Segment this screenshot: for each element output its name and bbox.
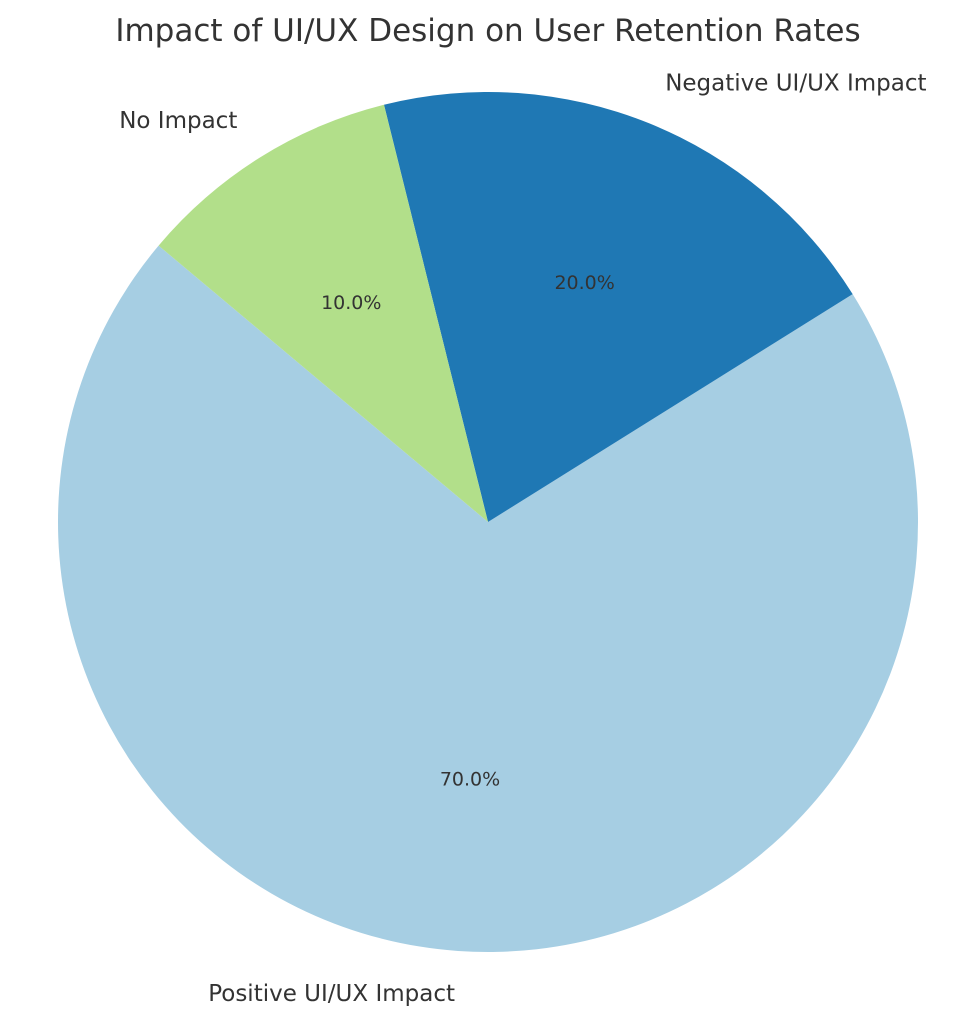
slice-label-positive-ui-ux-impact: Positive UI/UX Impact <box>208 981 455 1007</box>
chart-title: Impact of UI/UX Design on User Retention… <box>115 13 860 49</box>
pct-label-negative-ui-ux-impact: 20.0% <box>554 272 614 294</box>
slice-label-negative-ui-ux-impact: Negative UI/UX Impact <box>665 70 926 96</box>
pie-slices <box>58 91 919 952</box>
pct-label-positive-ui-ux-impact: 70.0% <box>440 768 500 790</box>
slice-label-no-impact: No Impact <box>119 108 237 134</box>
pct-label-no-impact: 10.0% <box>321 292 381 314</box>
pie-slice-no-impact <box>158 104 488 523</box>
category-labels: Positive UI/UX Impact Negative UI/UX Impa… <box>119 70 926 1006</box>
pie-slice-positive-ui-ux-impact <box>58 245 919 952</box>
percentage-labels: 70.0% 20.0% 10.0% <box>321 272 615 791</box>
pie-slice-negative-ui-ux-impact <box>383 91 853 523</box>
